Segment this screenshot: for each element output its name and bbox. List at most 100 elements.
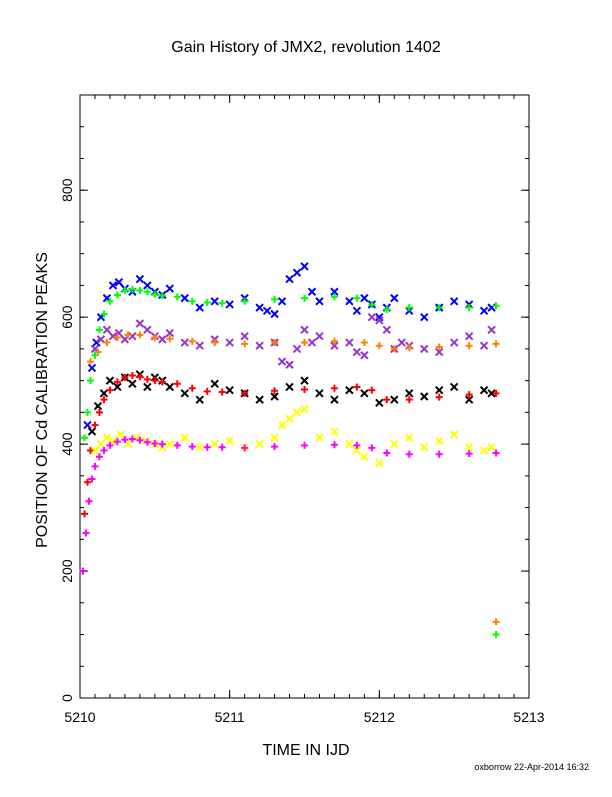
data-point xyxy=(270,433,279,442)
data-point xyxy=(80,434,88,442)
series-7 xyxy=(79,435,500,575)
data-point xyxy=(390,293,399,303)
data-point xyxy=(83,420,92,430)
data-point xyxy=(113,291,121,299)
data-point xyxy=(307,287,317,296)
data-point xyxy=(301,339,308,347)
data-point xyxy=(330,427,339,436)
data-point xyxy=(136,286,144,294)
data-point xyxy=(151,290,159,298)
data-point xyxy=(292,408,302,417)
data-point xyxy=(105,376,115,385)
data-point xyxy=(203,299,211,307)
data-point xyxy=(86,358,94,366)
data-point xyxy=(315,433,324,442)
data-point xyxy=(255,341,264,350)
data-point xyxy=(240,331,249,341)
data-point xyxy=(383,449,391,457)
data-point xyxy=(449,430,459,439)
data-point xyxy=(360,293,369,303)
data-point xyxy=(173,293,181,301)
data-point xyxy=(300,262,309,271)
x-tick-label: 5213 xyxy=(513,709,544,725)
data-point xyxy=(151,333,159,341)
data-point xyxy=(382,325,392,335)
data-point xyxy=(87,427,97,436)
series-6 xyxy=(90,404,496,468)
data-point xyxy=(368,386,376,394)
footer-credit: oxborrow 22-Apr-2014 16:32 xyxy=(474,762,589,772)
data-point xyxy=(285,382,294,392)
data-point xyxy=(195,303,204,312)
data-point xyxy=(285,360,294,369)
data-point xyxy=(143,375,151,383)
data-point xyxy=(136,436,144,444)
data-point xyxy=(479,306,489,316)
data-point xyxy=(128,331,137,341)
data-point xyxy=(449,297,459,306)
data-point xyxy=(103,339,111,347)
data-point xyxy=(225,436,234,446)
data-point xyxy=(82,529,90,537)
data-point xyxy=(353,294,361,302)
data-point xyxy=(375,316,384,325)
data-point xyxy=(91,462,99,470)
data-point xyxy=(330,384,338,392)
data-point xyxy=(195,443,204,452)
plot-frame xyxy=(79,94,530,699)
data-point xyxy=(108,281,118,290)
data-point xyxy=(271,443,279,451)
data-point xyxy=(180,338,189,347)
data-point xyxy=(203,443,211,451)
data-point xyxy=(435,343,443,351)
data-point xyxy=(367,312,377,322)
data-point xyxy=(360,339,368,347)
data-point xyxy=(151,439,159,447)
data-point xyxy=(397,338,406,347)
data-point xyxy=(492,340,500,348)
data-point xyxy=(405,344,413,352)
data-point xyxy=(465,304,473,312)
data-point xyxy=(218,299,226,307)
data-point xyxy=(106,386,114,394)
data-point xyxy=(270,309,279,319)
data-point xyxy=(353,441,361,449)
data-point xyxy=(449,382,459,392)
data-point xyxy=(270,392,279,401)
data-point xyxy=(301,386,308,394)
data-point xyxy=(352,347,362,357)
data-point xyxy=(330,287,339,296)
data-point xyxy=(143,438,151,446)
data-point xyxy=(100,396,108,404)
data-point xyxy=(479,385,489,395)
data-point xyxy=(420,443,429,452)
data-point xyxy=(405,450,413,458)
data-point xyxy=(128,379,137,389)
x-tick-label: 5210 xyxy=(64,709,95,725)
data-point xyxy=(464,395,474,404)
data-point xyxy=(188,297,196,305)
data-point xyxy=(151,377,159,385)
data-point xyxy=(464,443,474,452)
data-point xyxy=(106,297,114,305)
data-point xyxy=(165,284,175,293)
data-point xyxy=(143,281,152,290)
data-point xyxy=(121,436,129,444)
data-point xyxy=(390,395,399,404)
data-point xyxy=(210,297,219,306)
data-point xyxy=(114,278,124,287)
data-point xyxy=(86,377,94,385)
data-point xyxy=(113,378,121,386)
data-point xyxy=(345,439,354,449)
data-point xyxy=(135,274,145,284)
data-point xyxy=(180,433,189,442)
data-point xyxy=(102,433,112,442)
data-point xyxy=(330,341,339,350)
data-point xyxy=(128,285,136,293)
data-point xyxy=(405,389,414,398)
data-point xyxy=(375,458,384,468)
data-point xyxy=(315,331,324,341)
data-point xyxy=(301,441,308,449)
data-point xyxy=(211,339,219,347)
data-point xyxy=(330,337,338,345)
